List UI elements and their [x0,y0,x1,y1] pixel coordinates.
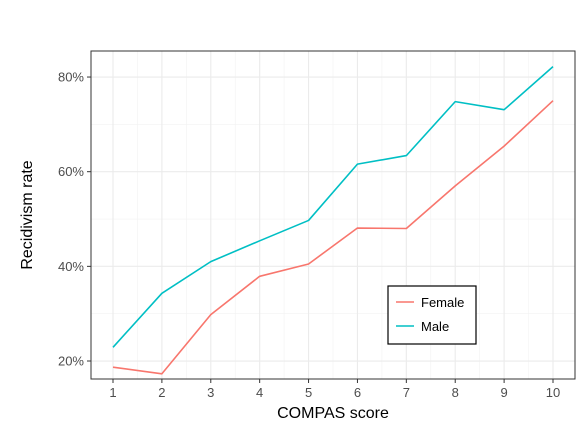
legend: Female Male [387,285,477,345]
y-tick-label: 20% [58,354,84,369]
y-tick-label: 40% [58,259,84,274]
x-axis: 1 2 3 4 5 6 7 8 9 10 [109,379,560,400]
legend-label-female: Female [421,295,464,310]
x-tick-label: 6 [354,385,361,400]
x-tick-label: 1 [109,385,116,400]
series-line-female [112,100,554,375]
y-tick-label: 80% [58,70,84,85]
series-line-male [112,66,554,348]
x-tick-label: 4 [256,385,263,400]
x-tick-label: 9 [500,385,507,400]
y-axis-title: Recidivism rate [19,160,36,269]
x-tick-label: 2 [158,385,165,400]
x-axis-title: COMPAS score [277,405,389,422]
series-lines [112,66,554,375]
major-gridlines [91,51,575,379]
x-tick-label: 5 [305,385,312,400]
x-tick-label: 8 [452,385,459,400]
x-tick-label: 10 [546,385,560,400]
plot-panel-border [90,50,576,380]
y-axis: 20% 40% 60% 80% [58,70,91,369]
legend-box [387,285,477,345]
y-tick-label: 60% [58,164,84,179]
legend-label-male: Male [421,319,449,334]
x-tick-label: 3 [207,385,214,400]
x-tick-label: 7 [403,385,410,400]
